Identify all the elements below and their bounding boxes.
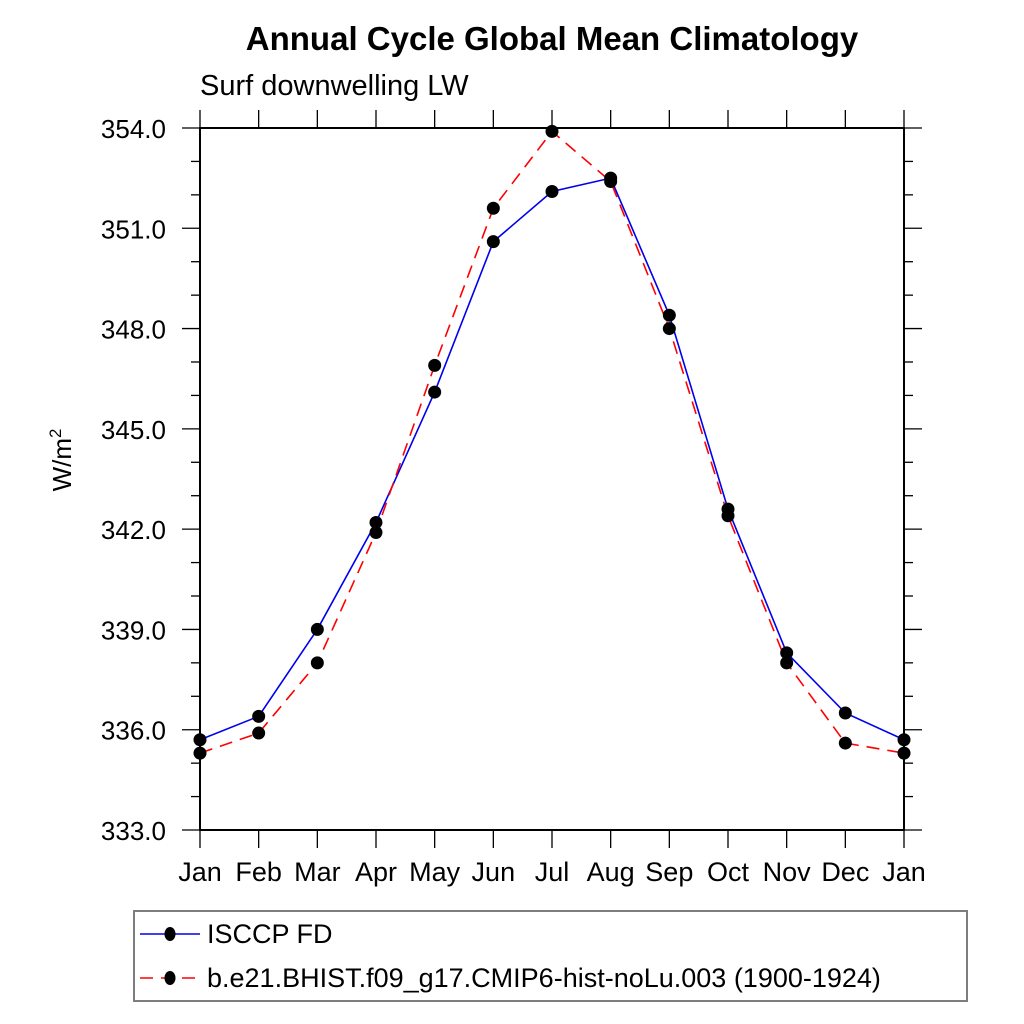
data-point-marker <box>369 515 383 529</box>
data-point-marker <box>310 656 324 670</box>
data-point-marker <box>838 706 852 720</box>
y-tick-label: 333.0 <box>101 816 166 846</box>
data-point-marker <box>780 656 794 670</box>
x-tick-label: Aug <box>587 857 635 887</box>
x-tick-label: Apr <box>355 857 397 887</box>
data-point-marker <box>662 308 676 322</box>
chart-title: Annual Cycle Global Mean Climatology <box>245 20 859 57</box>
x-tick-label: Dec <box>821 857 869 887</box>
x-tick-label: May <box>409 857 461 887</box>
x-tick-label: Oct <box>707 857 750 887</box>
data-point-marker <box>193 733 207 747</box>
legend-label-isccp: ISCCP FD <box>207 918 333 949</box>
x-tick-label: Nov <box>763 857 812 887</box>
data-point-marker <box>604 174 618 188</box>
data-point-marker <box>897 746 911 760</box>
y-tick-label: 345.0 <box>101 415 166 445</box>
data-point-marker <box>545 124 559 138</box>
data-point-marker <box>369 525 383 539</box>
y-tick-label: 336.0 <box>101 716 166 746</box>
legend-line-sample-dashed <box>140 971 200 985</box>
legend-marker-dot <box>164 971 176 985</box>
x-tick-label: Sep <box>645 857 693 887</box>
x-tick-label: Jan <box>882 857 926 887</box>
legend-line-sample-solid <box>140 927 200 941</box>
data-point-marker <box>662 322 676 336</box>
data-point-marker <box>780 646 794 660</box>
data-point-marker <box>310 622 324 636</box>
data-point-marker <box>252 709 266 723</box>
x-tick-label: Mar <box>294 857 341 887</box>
y-tick-label: 354.0 <box>101 114 166 144</box>
legend-box: ISCCP FD b.e21.BHIST.f09_g17.CMIP6-hist-… <box>133 910 968 1002</box>
y-tick-label: 339.0 <box>101 615 166 645</box>
legend-item: ISCCP FD <box>135 912 966 956</box>
y-tick-label: 351.0 <box>101 214 166 244</box>
chart-subtitle: Surf downwelling LW <box>200 70 469 102</box>
legend-marker-dot <box>164 927 176 941</box>
data-point-marker <box>428 385 442 399</box>
series-line-0 <box>199 177 905 741</box>
legend-label-model: b.e21.BHIST.f09_g17.CMIP6-hist-noLu.003 … <box>207 962 881 993</box>
data-point-marker <box>897 733 911 747</box>
x-tick-label: Jan <box>178 857 222 887</box>
x-tick-label: Jul <box>535 857 570 887</box>
x-tick-label: Feb <box>235 857 282 887</box>
axis-frame <box>199 127 905 831</box>
data-point-marker <box>545 185 559 199</box>
y-tick-label: 342.0 <box>101 515 166 545</box>
y-tick-label: 348.0 <box>101 315 166 345</box>
data-point-marker <box>838 736 852 750</box>
x-tick-label: Jun <box>472 857 516 887</box>
data-point-marker <box>721 509 735 523</box>
data-point-marker <box>486 201 500 215</box>
data-point-marker <box>193 746 207 760</box>
legend-item: b.e21.BHIST.f09_g17.CMIP6-hist-noLu.003 … <box>135 956 966 1000</box>
data-point-marker <box>486 235 500 249</box>
data-point-marker <box>252 726 266 740</box>
data-point-marker <box>428 358 442 372</box>
series-line-1 <box>199 130 905 754</box>
